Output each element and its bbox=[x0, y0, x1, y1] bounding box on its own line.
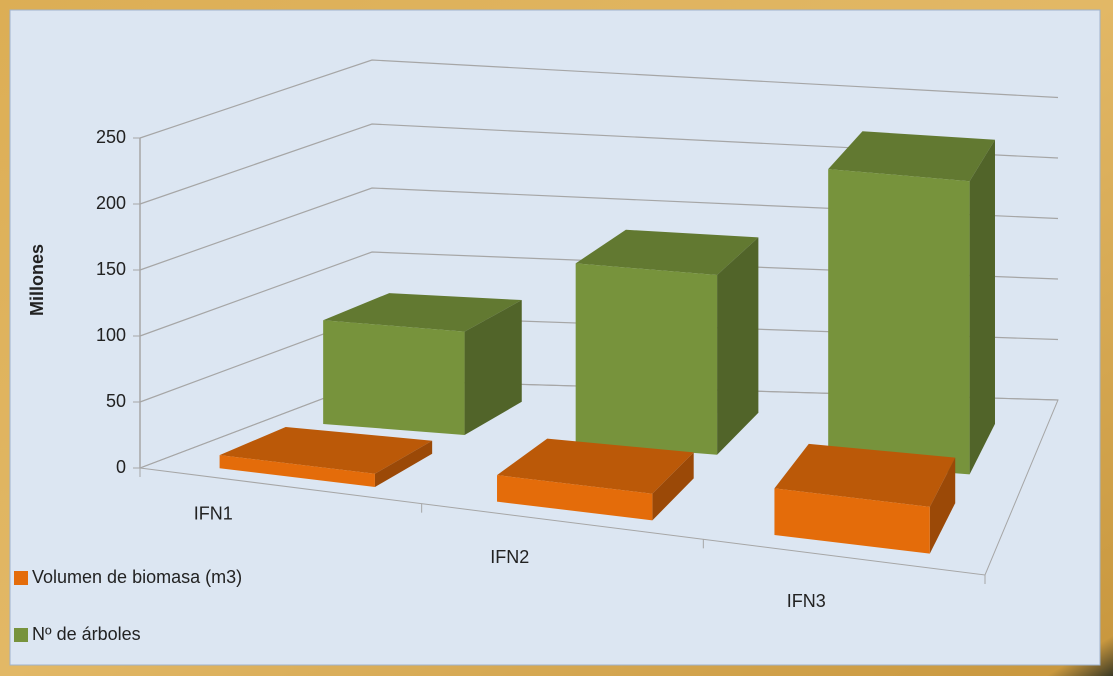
y-tick-label: 250 bbox=[96, 127, 126, 147]
legend-swatch bbox=[14, 628, 28, 642]
bar-side bbox=[374, 440, 433, 487]
bar-front bbox=[219, 455, 375, 487]
legend-swatch bbox=[14, 571, 28, 585]
y-tick-label: 100 bbox=[96, 325, 126, 345]
bar-front bbox=[774, 488, 930, 554]
legend-label: Volumen de biomasa (m3) bbox=[32, 567, 242, 587]
y-axis-title: Millones bbox=[27, 244, 47, 316]
x-tick-label: IFN1 bbox=[194, 503, 233, 523]
bar-side bbox=[969, 139, 995, 475]
y-tick-label: 0 bbox=[116, 457, 126, 477]
bar-top bbox=[497, 438, 694, 494]
bar-side bbox=[717, 237, 759, 455]
bar-top bbox=[575, 229, 759, 276]
y-tick-label: 200 bbox=[96, 193, 126, 213]
bar-top bbox=[774, 443, 956, 507]
bar-top bbox=[828, 131, 995, 182]
y-tick-label: 150 bbox=[96, 259, 126, 279]
legend-label: Nº de árboles bbox=[32, 624, 141, 644]
x-tick-label: IFN2 bbox=[490, 547, 529, 567]
x-tick-label: IFN3 bbox=[787, 591, 826, 611]
bar-front bbox=[323, 320, 465, 435]
bar-side bbox=[652, 452, 694, 521]
bar-side bbox=[929, 457, 956, 554]
grid-line bbox=[139, 123, 1059, 205]
bar-top bbox=[323, 293, 522, 332]
bar-side bbox=[464, 300, 522, 435]
bar-front bbox=[497, 475, 653, 521]
grid-line bbox=[139, 59, 1059, 139]
bar-front bbox=[575, 263, 718, 455]
bar-front bbox=[828, 169, 970, 475]
bar-top bbox=[219, 426, 433, 474]
y-tick-label: 50 bbox=[106, 391, 126, 411]
